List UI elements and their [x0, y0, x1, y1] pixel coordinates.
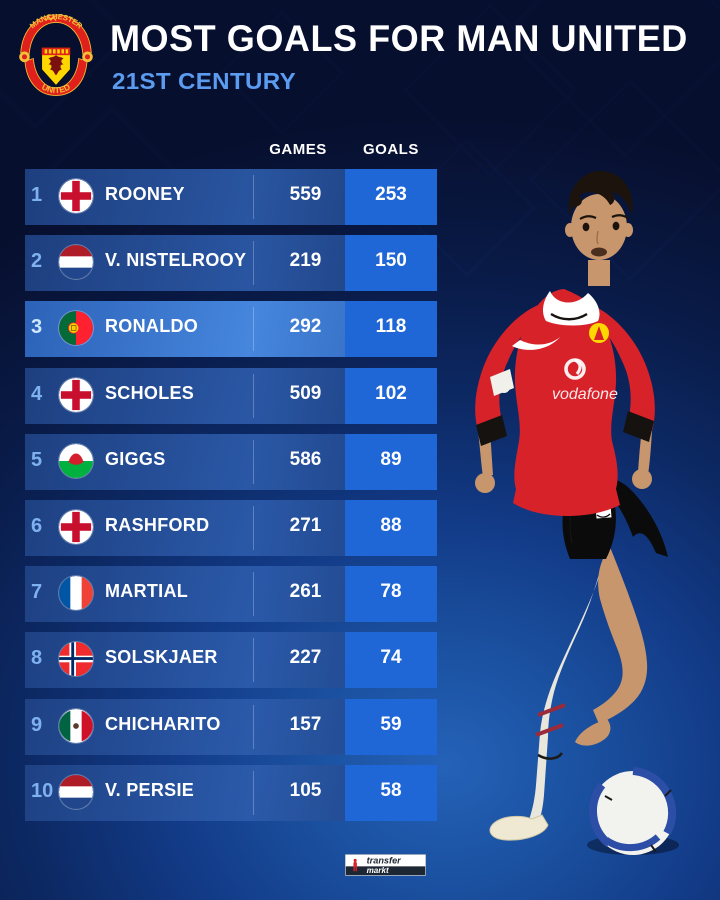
svg-text:vodafone: vodafone [552, 386, 618, 403]
svg-text:markt: markt [367, 866, 389, 875]
svg-text:transfer: transfer [367, 855, 402, 865]
